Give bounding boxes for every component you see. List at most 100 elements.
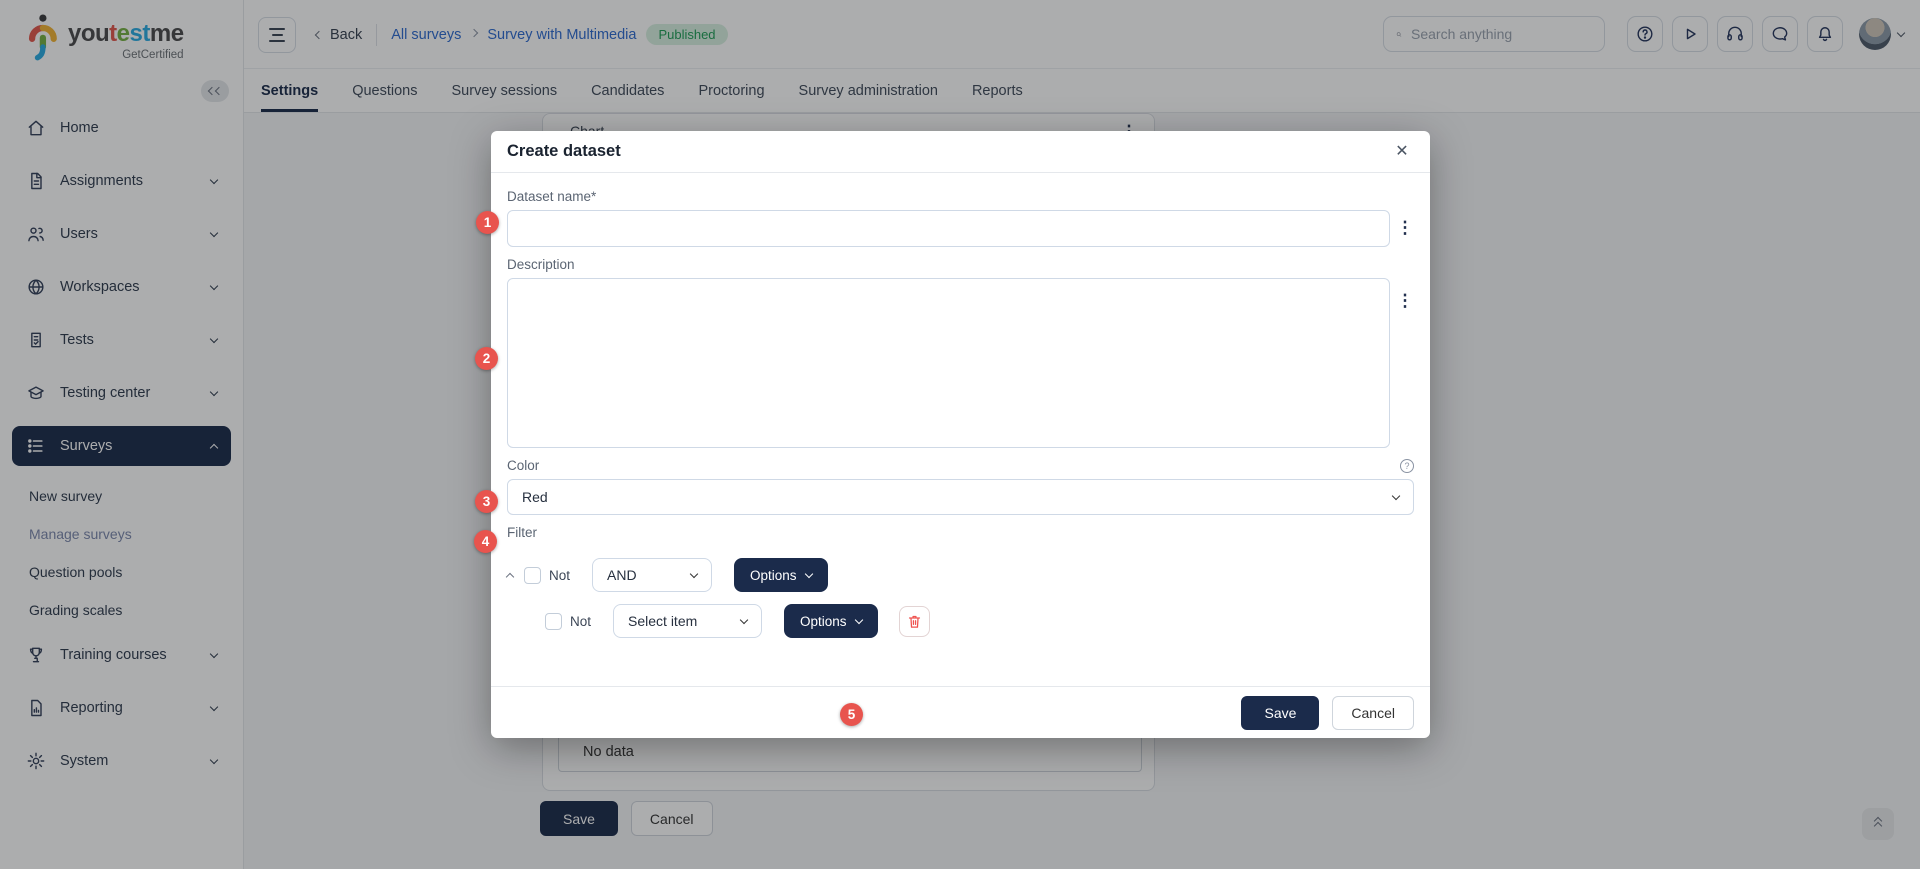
create-dataset-modal: Create dataset Dataset name* Description… xyxy=(491,131,1430,738)
back-button[interactable]: Back xyxy=(314,27,362,43)
sidebar-item-home[interactable]: Home xyxy=(12,108,231,148)
sidebar-item-assignments[interactable]: Assignments xyxy=(12,161,231,201)
help-icon xyxy=(1637,26,1653,42)
item-select[interactable]: Select item xyxy=(613,604,763,638)
sidebar-item-label: Testing center xyxy=(60,385,151,401)
sidebar-item-label: Assignments xyxy=(60,173,144,189)
tour-play-button[interactable] xyxy=(1672,16,1708,52)
users-icon xyxy=(26,224,46,244)
gear-icon xyxy=(26,751,46,771)
sidebar-subitem-new-survey[interactable]: New survey xyxy=(29,488,103,504)
dataset-name-input[interactable] xyxy=(507,210,1391,247)
breadcrumb-all-surveys[interactable]: All surveys xyxy=(391,26,462,43)
modal-save-button[interactable]: Save xyxy=(1241,695,1320,730)
messages-button[interactable] xyxy=(1762,16,1798,52)
chevron-down-icon xyxy=(1391,491,1401,500)
sidebar-item-label: Home xyxy=(60,120,99,136)
tab-survey-sessions[interactable]: Survey sessions xyxy=(451,82,558,99)
page-cancel-button[interactable]: Cancel xyxy=(630,801,713,836)
sidebar-item-tests[interactable]: Tests xyxy=(12,320,231,360)
filter-group-row: Not AND Options xyxy=(505,558,1414,592)
annotation-badge-1: 1 xyxy=(476,211,499,234)
group-not-checkbox[interactable] xyxy=(524,566,541,584)
close-icon[interactable] xyxy=(1390,140,1414,164)
sidebar-item-workspaces[interactable]: Workspaces xyxy=(12,267,231,307)
notifications-button[interactable] xyxy=(1807,16,1843,52)
dataset-name-kebab-icon[interactable] xyxy=(1396,219,1414,236)
modal-title: Create dataset xyxy=(507,142,621,160)
annotation-badge-4: 4 xyxy=(474,530,497,553)
sidebar-item-system[interactable]: System xyxy=(12,741,231,781)
top-header: Back All surveys Survey with Multimedia … xyxy=(244,0,1920,69)
sidebar-collapse-button[interactable] xyxy=(201,80,229,102)
chevron-down-icon xyxy=(804,569,813,579)
globe-icon xyxy=(26,277,46,297)
help-button[interactable] xyxy=(1627,16,1663,52)
sidebar-item-label: Surveys xyxy=(60,438,113,454)
surveys-submenu: New survey Manage surveys Question pools… xyxy=(12,477,231,629)
page-save-button[interactable]: Save xyxy=(540,801,618,836)
status-badge: Published xyxy=(646,24,728,45)
sidebar-subitem-manage-surveys[interactable]: Manage surveys xyxy=(29,526,132,542)
chevron-down-icon xyxy=(854,615,863,625)
home-icon xyxy=(26,118,46,138)
breadcrumb-survey-name[interactable]: Survey with Multimedia xyxy=(487,26,637,43)
annotation-badge-3: 3 xyxy=(475,490,498,513)
sidebar-item-testing-center[interactable]: Testing center xyxy=(12,373,231,413)
test-document-icon xyxy=(26,330,46,350)
color-select[interactable]: Red xyxy=(507,479,1414,515)
scroll-top-button[interactable] xyxy=(1862,808,1894,840)
sidebar-item-label: Users xyxy=(60,226,98,242)
user-menu[interactable] xyxy=(1859,18,1906,50)
tab-proctoring[interactable]: Proctoring xyxy=(698,82,765,99)
not-label: Not xyxy=(570,613,592,629)
sidebar-item-training-courses[interactable]: Training courses xyxy=(12,635,231,675)
search-input[interactable] xyxy=(1411,26,1592,42)
collapse-group-icon[interactable] xyxy=(505,572,515,582)
delete-condition-button[interactable] xyxy=(898,605,930,637)
description-textarea[interactable] xyxy=(507,278,1391,448)
sidebar-subitem-grading-scales[interactable]: Grading scales xyxy=(29,602,123,618)
tab-candidates[interactable]: Candidates xyxy=(591,82,665,99)
logo-mark-icon xyxy=(28,14,57,61)
sidebar-item-surveys[interactable]: Surveys xyxy=(12,426,231,466)
menu-toggle-button[interactable] xyxy=(258,16,296,53)
headset-icon xyxy=(1727,26,1743,41)
sidebar-item-label: Workspaces xyxy=(60,279,140,295)
chevron-down-icon xyxy=(739,615,749,624)
modal-cancel-button[interactable]: Cancel xyxy=(1332,695,1414,730)
sidebar-item-reporting[interactable]: Reporting xyxy=(12,688,231,728)
filter-builder: Not AND Options Not Select item xyxy=(505,558,1414,638)
sidebar-subitem-question-pools[interactable]: Question pools xyxy=(29,564,123,580)
avatar[interactable] xyxy=(1859,18,1891,50)
color-label: Color xyxy=(507,458,540,473)
annotation-badge-5: 5 xyxy=(840,703,863,726)
document-icon xyxy=(26,171,46,191)
dataset-name-label: Dataset name* xyxy=(507,189,597,204)
filter-label: Filter xyxy=(507,525,537,540)
tab-reports[interactable]: Reports xyxy=(971,82,1023,99)
app-logo: youtestme GetCertified xyxy=(24,12,184,62)
tab-survey-administration[interactable]: Survey administration xyxy=(798,82,938,99)
list-icon xyxy=(26,436,46,456)
support-button[interactable] xyxy=(1717,16,1753,52)
graduation-cap-icon xyxy=(26,383,46,403)
description-label: Description xyxy=(507,257,575,272)
logo-subtitle: GetCertified xyxy=(122,49,184,61)
condition-not-checkbox[interactable] xyxy=(545,612,562,630)
survey-tabs: Settings Questions Survey sessions Candi… xyxy=(244,69,1920,113)
play-icon xyxy=(1686,28,1696,40)
sidebar: youtestme GetCertified Home Assignments … xyxy=(0,0,244,869)
group-options-button[interactable]: Options xyxy=(734,558,828,592)
search-icon xyxy=(1396,31,1402,37)
operator-select[interactable]: AND xyxy=(592,558,713,592)
color-help-icon[interactable] xyxy=(1400,458,1414,473)
tab-settings[interactable]: Settings xyxy=(261,69,319,112)
sidebar-item-users[interactable]: Users xyxy=(12,214,231,254)
condition-options-button[interactable]: Options xyxy=(784,604,878,638)
description-kebab-icon[interactable] xyxy=(1396,292,1414,309)
color-select-value: Red xyxy=(522,489,548,505)
tab-questions[interactable]: Questions xyxy=(352,82,418,99)
sidebar-item-label: Tests xyxy=(60,332,94,348)
global-search[interactable] xyxy=(1383,16,1605,52)
